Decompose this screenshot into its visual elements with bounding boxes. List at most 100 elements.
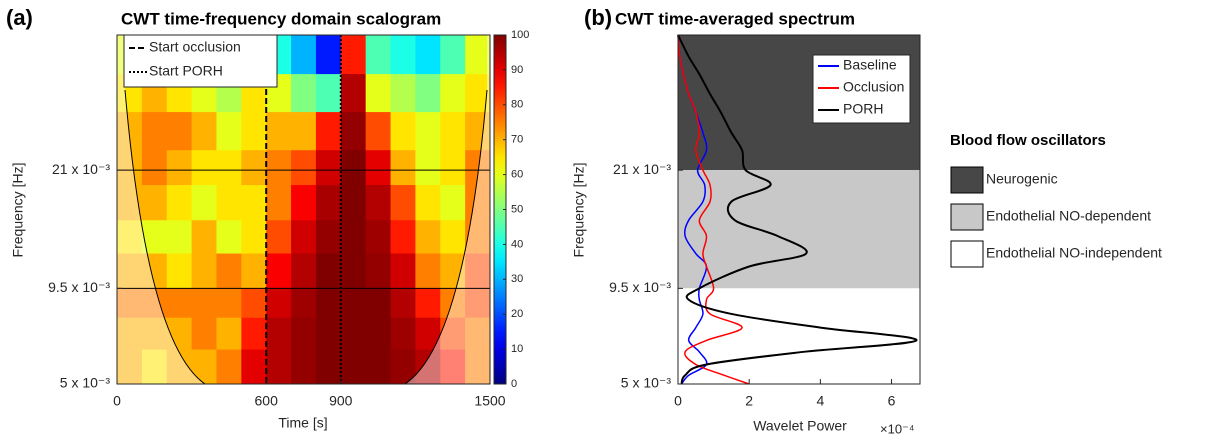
x-axis-label: Time [s] [278, 415, 327, 431]
y-tick-label: 5 x 10⁻³ [60, 375, 111, 391]
heatmap-cell [340, 112, 367, 151]
colorbar-tick-label: 50 [511, 203, 523, 215]
heatmap-cell [465, 220, 491, 255]
heatmap-cell [241, 253, 267, 289]
heatmap-cell [415, 253, 441, 289]
heatmap-cell [266, 317, 292, 351]
cone-shade [117, 35, 205, 384]
heatmap-cell [340, 150, 367, 186]
heatmap-cell [415, 349, 441, 385]
legend-label: Start PORH [149, 63, 223, 79]
heatmap-cell [365, 220, 392, 255]
legend-label: Occlusion [843, 79, 904, 95]
heatmap-cell [365, 185, 392, 221]
chart-title: CWT time-frequency domain scalogram [121, 9, 441, 28]
x-axis-label: Wavelet Power [753, 418, 847, 434]
heatmap-cell [117, 150, 143, 186]
heatmap-cell [266, 253, 292, 289]
heatmap-cell [241, 220, 267, 255]
heatmap-cell [241, 349, 267, 385]
heatmap-cell [216, 150, 242, 186]
heatmap-cell [315, 288, 342, 319]
heatmap-cell [241, 317, 267, 351]
heatmap-cell [340, 35, 367, 75]
heatmap-cell [266, 112, 292, 151]
heatmap-cell [465, 185, 491, 221]
heatmap-cell [191, 220, 217, 255]
heatmap-cell [415, 288, 441, 319]
heatmap-cell [315, 150, 342, 186]
heatmap-cell [141, 349, 168, 385]
heatmap-cell [440, 112, 466, 151]
legend-title: Blood flow oscillators [950, 132, 1106, 149]
heatmap-cell [291, 288, 317, 319]
x-tick-label: 6 [888, 393, 896, 409]
colorbar-tick-label: 0 [511, 378, 517, 390]
x-tick-label: 2 [745, 393, 753, 409]
legend-label: PORH [843, 101, 883, 117]
heatmap-cell [315, 220, 342, 255]
heatmap-cell [291, 317, 317, 351]
heatmap-cell [465, 112, 491, 151]
heatmap-cell [266, 288, 292, 319]
colorbar-tick-label: 100 [511, 29, 529, 41]
cone-of-influence [124, 89, 206, 385]
heatmap-cell [191, 150, 217, 186]
heatmap-cell [216, 253, 242, 289]
x-tick-label: 600 [255, 393, 279, 409]
colorbar-tick-label: 60 [511, 169, 523, 181]
chart-title: CWT time-averaged spectrum [615, 9, 855, 28]
colorbar-tick-label: 70 [511, 134, 523, 146]
heatmap-cell [291, 35, 317, 75]
colorbar-tick-label: 90 [511, 64, 523, 76]
heatmap-cell [415, 35, 441, 75]
heatmap-cell [365, 35, 392, 75]
heatmap-cell [266, 349, 292, 385]
heatmap-cell [191, 288, 217, 319]
heatmap-cell [415, 185, 441, 221]
heatmap-cell [166, 288, 193, 319]
heatmap-cell [465, 288, 491, 319]
spectrum-line [677, 34, 750, 385]
heatmap-cell [340, 220, 367, 255]
heatmap-cell [440, 35, 466, 75]
heatmap-cell [291, 150, 317, 186]
heatmap-cell [440, 349, 466, 385]
heatmap-cell [340, 349, 367, 385]
heatmap-cell [266, 150, 292, 186]
heatmap-cell [365, 349, 392, 385]
heatmap-cell [315, 185, 342, 221]
heatmap-cell [241, 112, 267, 151]
heatmap-cell [241, 150, 267, 186]
y-tick-label: 21 x 10⁻³ [613, 161, 671, 177]
heatmap-cell [440, 185, 466, 221]
legend-label: Endothelial NO-dependent [986, 208, 1151, 224]
heatmap-cell [415, 220, 441, 255]
heatmap-cell [340, 185, 367, 221]
heatmap-cell [415, 112, 441, 151]
heatmap-cell [191, 112, 217, 151]
heatmap-cell [390, 317, 416, 351]
heatmap-cell [166, 220, 193, 255]
heatmap-cell [191, 349, 217, 385]
heatmap-cell [390, 185, 416, 221]
frequency-band [678, 170, 920, 289]
heatmap-cell [141, 185, 168, 221]
heatmap-cell [390, 112, 416, 151]
heatmap-cell [365, 112, 392, 151]
heatmap-cell [117, 253, 143, 289]
heatmap-cell [465, 35, 491, 75]
heatmap-cell [465, 349, 491, 385]
legend-label: Start occlusion [149, 39, 241, 55]
heatmap-cell [315, 253, 342, 289]
heatmap-cell [365, 317, 392, 351]
heatmap-cell [315, 74, 342, 113]
heatmap-cell [191, 253, 217, 289]
colorbar-tick-label: 30 [511, 273, 523, 285]
heatmap-cell [340, 74, 367, 113]
heatmap-cell [465, 150, 491, 186]
heatmap-cell [216, 317, 242, 351]
heatmap-cell [216, 112, 242, 151]
